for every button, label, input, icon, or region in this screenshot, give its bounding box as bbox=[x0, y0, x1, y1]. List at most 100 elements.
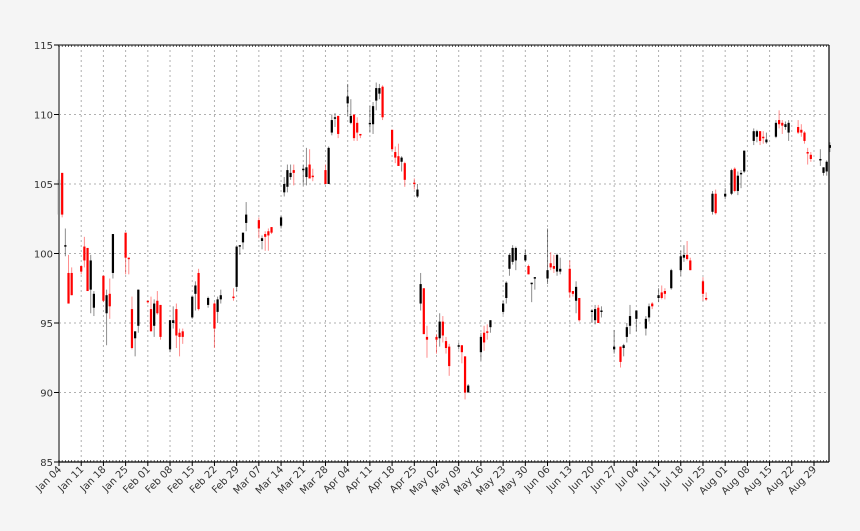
candle bbox=[283, 177, 286, 197]
candle-body bbox=[216, 299, 219, 312]
candle bbox=[657, 288, 660, 303]
candle-body bbox=[733, 168, 736, 191]
candle-body bbox=[571, 291, 575, 294]
candle-body bbox=[400, 157, 403, 162]
candle bbox=[825, 160, 828, 176]
candle bbox=[546, 228, 549, 285]
candle-body bbox=[444, 341, 448, 349]
candle-body bbox=[153, 303, 156, 326]
candle-body bbox=[375, 88, 378, 101]
candle bbox=[663, 288, 667, 300]
candle bbox=[486, 324, 489, 340]
candle bbox=[590, 309, 594, 323]
candle bbox=[419, 272, 422, 311]
candle-body bbox=[232, 296, 235, 299]
candle-body bbox=[346, 96, 349, 104]
candle-body bbox=[425, 336, 429, 340]
candle-body bbox=[828, 145, 831, 148]
candle bbox=[102, 275, 105, 303]
candle-body bbox=[149, 309, 153, 332]
candle-body bbox=[619, 346, 622, 362]
candle bbox=[70, 267, 73, 296]
candle-body bbox=[413, 182, 416, 185]
candle-body bbox=[197, 272, 200, 310]
candle bbox=[752, 128, 755, 146]
candle bbox=[124, 232, 127, 275]
candle-body bbox=[784, 124, 787, 128]
candle bbox=[390, 129, 394, 151]
candle bbox=[527, 264, 530, 275]
candle-body bbox=[530, 282, 533, 285]
candle bbox=[467, 384, 470, 393]
candle bbox=[86, 247, 89, 292]
y-axis-ticks: 85 90 95 100 105 110 115 bbox=[34, 41, 59, 469]
candle bbox=[197, 268, 200, 311]
candle bbox=[416, 184, 419, 198]
candle-body bbox=[781, 122, 784, 126]
candle-body bbox=[590, 310, 594, 312]
candle bbox=[438, 313, 441, 347]
candle-body bbox=[701, 281, 705, 294]
candle-body bbox=[175, 309, 178, 336]
candle-body bbox=[92, 293, 96, 308]
candle-body bbox=[257, 220, 260, 229]
candle-body bbox=[460, 345, 463, 353]
candle bbox=[628, 304, 632, 335]
candle-body bbox=[546, 270, 549, 279]
candle-body bbox=[774, 122, 778, 137]
candle bbox=[146, 300, 149, 304]
candle bbox=[689, 257, 692, 271]
candle bbox=[441, 316, 444, 343]
candle bbox=[292, 164, 295, 186]
candle-body bbox=[89, 260, 92, 290]
candle bbox=[660, 285, 663, 300]
candle-body bbox=[822, 167, 825, 173]
y-tick-label: 90 bbox=[40, 389, 53, 400]
candle-body bbox=[111, 234, 115, 273]
candle bbox=[711, 190, 714, 215]
candle-body bbox=[127, 257, 130, 260]
candle-body bbox=[172, 320, 175, 323]
candle bbox=[305, 147, 308, 186]
candle bbox=[701, 277, 705, 301]
candle bbox=[108, 278, 111, 319]
candle-body bbox=[194, 285, 197, 294]
candle-body bbox=[730, 170, 733, 194]
candle bbox=[444, 336, 448, 354]
candle-body bbox=[191, 296, 194, 318]
candle bbox=[257, 217, 260, 239]
candle bbox=[714, 189, 717, 215]
candle bbox=[781, 120, 784, 134]
candle-body bbox=[64, 245, 67, 247]
candle bbox=[89, 254, 92, 314]
candle bbox=[153, 299, 156, 337]
candle bbox=[822, 167, 825, 176]
y-tick-label: 110 bbox=[34, 111, 53, 122]
candle bbox=[555, 253, 559, 276]
candle bbox=[530, 282, 533, 303]
candle bbox=[349, 99, 352, 125]
candle bbox=[685, 240, 689, 261]
candle bbox=[758, 131, 762, 146]
candle bbox=[289, 164, 292, 180]
y-tick-label: 115 bbox=[34, 41, 53, 52]
candle-body bbox=[679, 256, 682, 271]
candle-body bbox=[70, 272, 73, 296]
candle-body bbox=[797, 127, 800, 133]
candle bbox=[232, 288, 235, 301]
candle-body bbox=[241, 232, 245, 243]
y-tick-label: 95 bbox=[40, 319, 53, 330]
candle bbox=[647, 303, 651, 322]
candle bbox=[156, 291, 159, 315]
candle-body bbox=[235, 246, 238, 287]
candle bbox=[505, 281, 508, 304]
candle-body bbox=[594, 309, 597, 321]
candle bbox=[356, 117, 359, 141]
candle-body bbox=[302, 168, 305, 171]
candle bbox=[111, 234, 115, 279]
candle-body bbox=[337, 115, 340, 134]
candle bbox=[206, 296, 210, 308]
candle-body bbox=[422, 288, 425, 335]
candle-body bbox=[482, 332, 486, 343]
